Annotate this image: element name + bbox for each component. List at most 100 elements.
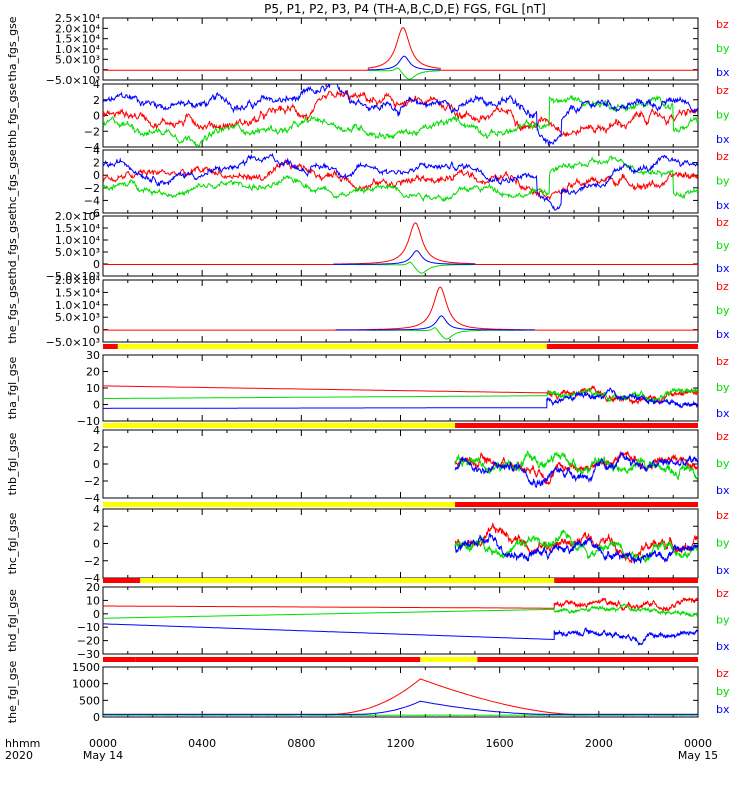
- quality-segment: [103, 423, 455, 428]
- y-tick-label: 0: [93, 608, 100, 621]
- y-tick-label: −5.0×10³: [46, 74, 100, 87]
- legend-bx: bx: [716, 484, 730, 497]
- y-tick-label: 2: [93, 157, 100, 170]
- legend-bz: bz: [716, 667, 729, 680]
- y-tick-label: 4: [93, 78, 100, 91]
- y-axis-label: thd_fgl_gse: [6, 589, 19, 652]
- series-group: [103, 679, 698, 716]
- y-tick-label: 0: [93, 538, 100, 551]
- legend-bz: bz: [716, 430, 729, 443]
- y-tick-label: 0: [93, 711, 100, 724]
- y-axis-label: thd_fgs_gse: [6, 213, 19, 279]
- y-tick-label: 2: [93, 94, 100, 107]
- y-tick-label: −2: [84, 475, 100, 488]
- series-bz: [103, 90, 698, 136]
- plot-frame: [103, 216, 698, 276]
- y-tick-label: 2.0×10⁴: [55, 274, 101, 287]
- y-axis-label: thb_fgs_gse: [6, 83, 19, 149]
- panel-the_fgs_gse: 2.0×10⁴1.5×10⁴1.0×10⁴5.0×10³0−5.0×10³the…: [6, 274, 730, 349]
- legend-bx: bx: [716, 328, 730, 341]
- legend-bz: bz: [716, 509, 729, 522]
- quality-segment: [455, 423, 698, 428]
- y-tick-label: 0: [93, 110, 100, 123]
- plot-frame: [103, 355, 698, 421]
- legend-by: by: [716, 457, 730, 470]
- legend-by: by: [716, 42, 730, 55]
- y-tick-label: 10: [86, 382, 100, 395]
- legend-by: by: [716, 381, 730, 394]
- legend-by: by: [716, 239, 730, 252]
- chart-title: P5, P1, P2, P3, P4 (TH-A,B,C,D,E) FGS, F…: [264, 2, 546, 16]
- legend-bz: bz: [716, 216, 729, 229]
- series-bx: [368, 56, 440, 70]
- y-tick-label: 5.0×10³: [55, 311, 100, 324]
- y-tick-label: 30: [86, 349, 100, 362]
- series-group: [455, 524, 698, 564]
- quality-segment: [455, 502, 698, 507]
- y-axis-label: thb_fgl_gse: [6, 432, 19, 495]
- y-tick-label: 0: [93, 324, 100, 337]
- series-bz: [103, 287, 698, 330]
- y-axis-label: the_fgl_gse: [6, 661, 19, 724]
- y-axis-label: thc_fgs_gse: [6, 149, 19, 214]
- y-tick-label: 2: [93, 520, 100, 533]
- legend-by: by: [716, 304, 730, 317]
- y-tick-label: 1.5×10⁴: [55, 286, 101, 299]
- legend-bz: bz: [716, 84, 729, 97]
- quality-segment: [103, 578, 140, 583]
- y-tick-label: 10: [86, 594, 100, 607]
- quality-segment: [103, 502, 455, 507]
- y-tick-label: 20: [86, 581, 100, 594]
- legend-bz: bz: [716, 150, 729, 163]
- quality-segment: [554, 578, 698, 583]
- quality-segment: [103, 344, 118, 349]
- x-tick-label: 2000: [585, 737, 613, 750]
- panel-tha_fgs_gse: 2.5×10⁴2.0×10⁴1.5×10⁴1.0×10⁴5.0×10³0−5.0…: [6, 12, 730, 87]
- date-start-label: May 14: [83, 749, 123, 762]
- series-group: [455, 451, 698, 488]
- y-tick-label: 0: [93, 399, 100, 412]
- y-tick-label: 4: [93, 503, 100, 516]
- plot-frame: [103, 280, 698, 342]
- panels: 2.5×10⁴2.0×10⁴1.5×10⁴1.0×10⁴5.0×10³0−5.0…: [6, 12, 730, 724]
- y-tick-label: −20: [77, 635, 100, 648]
- quality-segment: [135, 657, 420, 662]
- y-tick-label: −10: [77, 621, 100, 634]
- y-axis-label: thc_fgl_gse: [6, 512, 19, 574]
- legend-by: by: [716, 614, 730, 627]
- series-bx: [103, 624, 698, 645]
- legend-bx: bx: [716, 66, 730, 79]
- y-tick-label: 500: [79, 694, 100, 707]
- y-tick-label: −2: [84, 125, 100, 138]
- quality-segment: [140, 578, 554, 583]
- series-by: [455, 451, 698, 480]
- y-tick-label: −2: [84, 182, 100, 195]
- series-bz: [103, 223, 698, 265]
- y-tick-label: 4: [93, 424, 100, 437]
- legend-bx: bx: [716, 640, 730, 653]
- quality-segment: [103, 657, 135, 662]
- y-tick-label: −4: [84, 194, 100, 207]
- legend-bx: bx: [716, 133, 730, 146]
- series-group: [103, 28, 698, 79]
- legend-by: by: [716, 109, 730, 122]
- x-tick-label: 0400: [188, 737, 216, 750]
- plot-frame: [103, 509, 698, 578]
- legend-by: by: [716, 175, 730, 188]
- legend-bx: bx: [716, 564, 730, 577]
- series-group: [103, 598, 698, 645]
- y-tick-label: 1000: [72, 678, 100, 691]
- panel-thd_fgs_gse: 2.0×10⁴1.5×10⁴1.0×10⁴5.0×10³0−5.0×10³thd…: [6, 210, 730, 283]
- legend-by: by: [716, 685, 730, 698]
- legend-by: by: [716, 537, 730, 550]
